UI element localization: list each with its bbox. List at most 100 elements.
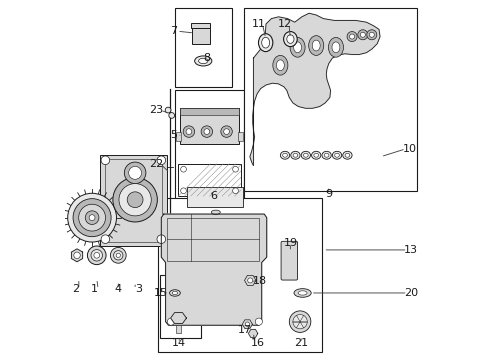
Ellipse shape xyxy=(331,42,339,53)
Circle shape xyxy=(221,126,232,137)
Circle shape xyxy=(183,126,194,137)
Polygon shape xyxy=(242,320,252,329)
Bar xyxy=(238,132,242,140)
Ellipse shape xyxy=(324,153,328,157)
Polygon shape xyxy=(161,214,266,325)
Circle shape xyxy=(185,129,191,134)
Circle shape xyxy=(232,188,238,194)
Polygon shape xyxy=(71,249,82,262)
Ellipse shape xyxy=(211,210,220,215)
Ellipse shape xyxy=(283,32,297,46)
Circle shape xyxy=(247,278,252,283)
Ellipse shape xyxy=(293,289,310,297)
Text: 23: 23 xyxy=(149,105,163,115)
Circle shape xyxy=(67,193,116,242)
Ellipse shape xyxy=(332,151,341,159)
Text: 8: 8 xyxy=(203,53,210,63)
Circle shape xyxy=(357,30,367,40)
Text: 1: 1 xyxy=(91,284,98,294)
Polygon shape xyxy=(244,275,255,285)
Bar xyxy=(187,187,242,207)
Ellipse shape xyxy=(345,153,349,157)
Ellipse shape xyxy=(194,56,211,66)
Bar xyxy=(176,132,180,140)
Bar xyxy=(167,218,258,261)
Ellipse shape xyxy=(290,151,300,159)
FancyBboxPatch shape xyxy=(281,241,297,280)
Bar xyxy=(158,198,321,352)
Bar xyxy=(244,8,416,191)
Bar xyxy=(100,155,166,246)
Ellipse shape xyxy=(298,291,306,295)
Circle shape xyxy=(124,162,145,184)
Ellipse shape xyxy=(311,151,320,159)
Ellipse shape xyxy=(276,60,284,71)
Circle shape xyxy=(349,34,354,39)
Ellipse shape xyxy=(293,42,301,53)
Text: 21: 21 xyxy=(293,338,307,348)
Circle shape xyxy=(87,246,106,265)
Ellipse shape xyxy=(172,291,177,294)
Ellipse shape xyxy=(328,37,343,57)
Circle shape xyxy=(232,166,238,172)
Circle shape xyxy=(74,252,80,258)
Text: 20: 20 xyxy=(404,288,417,298)
Circle shape xyxy=(110,247,126,263)
Circle shape xyxy=(113,177,157,222)
Ellipse shape xyxy=(261,37,269,48)
Circle shape xyxy=(346,32,356,41)
Circle shape xyxy=(157,156,165,165)
Circle shape xyxy=(167,318,174,325)
Bar xyxy=(178,164,241,196)
Circle shape xyxy=(116,253,120,257)
Ellipse shape xyxy=(169,290,180,296)
Text: 9: 9 xyxy=(325,189,332,199)
Text: 12: 12 xyxy=(278,19,292,29)
Text: 14: 14 xyxy=(172,338,186,348)
Ellipse shape xyxy=(198,58,207,64)
Bar xyxy=(176,325,180,333)
Text: 18: 18 xyxy=(252,276,266,286)
Text: 7: 7 xyxy=(170,26,177,36)
Circle shape xyxy=(79,204,105,231)
Text: 5: 5 xyxy=(170,130,177,140)
Circle shape xyxy=(73,199,111,237)
Text: 16: 16 xyxy=(251,338,264,348)
Text: 15: 15 xyxy=(154,288,167,298)
Ellipse shape xyxy=(292,153,297,157)
Circle shape xyxy=(101,235,109,243)
Text: 19: 19 xyxy=(283,238,297,248)
Text: 22: 22 xyxy=(149,159,163,169)
Circle shape xyxy=(244,322,249,326)
Text: 6: 6 xyxy=(210,191,217,201)
Text: 10: 10 xyxy=(402,144,416,154)
Polygon shape xyxy=(170,312,186,324)
Circle shape xyxy=(91,249,102,261)
Circle shape xyxy=(223,129,229,134)
Circle shape xyxy=(360,32,365,37)
Bar xyxy=(174,8,231,87)
Text: 11: 11 xyxy=(251,19,265,29)
Circle shape xyxy=(128,166,142,179)
Bar xyxy=(104,159,162,242)
Text: 4: 4 xyxy=(115,284,122,294)
Ellipse shape xyxy=(321,151,330,159)
Ellipse shape xyxy=(342,151,351,159)
Ellipse shape xyxy=(280,151,289,159)
Circle shape xyxy=(255,318,262,325)
Bar xyxy=(180,108,239,115)
Circle shape xyxy=(127,192,142,208)
Circle shape xyxy=(168,113,174,118)
Ellipse shape xyxy=(286,35,293,43)
Circle shape xyxy=(85,211,99,225)
Polygon shape xyxy=(248,329,257,338)
Ellipse shape xyxy=(312,40,320,51)
Bar xyxy=(191,23,210,28)
Text: 3: 3 xyxy=(135,284,142,294)
Text: 13: 13 xyxy=(404,245,417,255)
Ellipse shape xyxy=(303,153,307,157)
Circle shape xyxy=(89,215,95,221)
Ellipse shape xyxy=(272,55,287,75)
Bar xyxy=(160,275,201,338)
Bar xyxy=(180,108,239,144)
